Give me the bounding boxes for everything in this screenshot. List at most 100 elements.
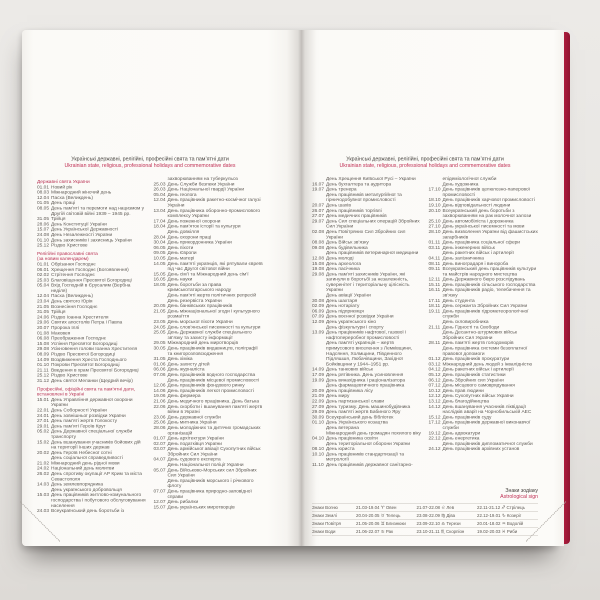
holiday-entry: 27.10 День української писемності та мови	[429, 224, 539, 229]
entry-date: 09.08	[312, 244, 325, 251]
entry-text: День молодіжних та дитячих громадських о…	[167, 424, 261, 436]
entry-text: День міжнаціональної згоди і культурного…	[167, 308, 260, 320]
left-page-content: Українські державні, релігійні, професій…	[37, 156, 263, 514]
holiday-entry: 18.11 День сержанта Збройних Сил України	[429, 303, 539, 309]
entry-text: День автомобіліста і дорожника	[442, 218, 514, 224]
holiday-entry: 17.10 День працівників целюлозно-паперово…	[429, 187, 539, 198]
entry-text: День зовнішньої розвідки України	[51, 412, 126, 419]
entry-text: День працівників статистики	[442, 371, 506, 378]
entry-text: День банківських працівників	[167, 303, 233, 309]
entry-date: 31.12	[37, 377, 50, 384]
entry-text: Преображення Господнє	[51, 335, 107, 342]
entry-text: День працівників водного господарства	[167, 371, 256, 378]
entry-date: 25.05	[153, 329, 166, 336]
entry-date: 19.07	[312, 186, 325, 193]
entry-text: День працівника оборонно-промислового ко…	[167, 207, 261, 219]
holiday-entry: 04.11 День залізничника	[429, 256, 539, 261]
entry-text: День ветерана	[326, 424, 359, 431]
holiday-entry: 09.05 День Європи	[154, 250, 264, 256]
entry-text: День Європи	[167, 250, 197, 256]
zodiac-section: Знаки зодіаку Astrological sign Знаки Во…	[312, 488, 538, 536]
entry-date: 01.12	[428, 356, 441, 362]
entry-text: День скловиробника	[442, 319, 489, 325]
entry-date: 17.10	[428, 186, 441, 193]
entry-text: День Незалежності України	[51, 231, 113, 238]
holiday-entry: 06.05 День піхоти	[154, 245, 264, 250]
entry-date: 15.08	[37, 340, 50, 347]
entry-date: 31.05	[37, 216, 50, 222]
holiday-entry: 12.11 День Державного бюро розслідувань	[429, 277, 539, 282]
holiday-column-1: Державні свята України 01.01 Новий рік 08.0…	[37, 177, 147, 514]
entry-text: Державні свята України	[37, 179, 90, 185]
entry-text: День спротиву окупації АР Крим та міста …	[51, 471, 142, 482]
holiday-entry: 28.10 День визволення України від фашистс…	[429, 229, 539, 240]
entry-text: День місцевого самоврядування	[442, 382, 515, 389]
entry-text: День журналіста	[167, 366, 205, 373]
entry-text: Міжнародний жіночий день	[51, 189, 112, 196]
holiday-entry: 12.04 Пасха (Великдень)	[37, 293, 147, 299]
entry-text: День працівників прокуратури	[442, 356, 510, 362]
entry-text: День охорони праці	[167, 234, 212, 240]
entry-text: День рятівника. День усиновлення	[326, 371, 404, 378]
holiday-entry: 10.12 День прав людини	[429, 388, 539, 393]
holiday-entry: День українського добровольця	[37, 487, 147, 492]
entry-date: 06.08	[37, 335, 50, 342]
entry-text: День Національної поліції України	[167, 462, 244, 468]
holiday-entry: 17.12 День працівників державної виконавч…	[429, 420, 539, 431]
holiday-entry: День фізкультури і спорту	[312, 324, 422, 330]
entry-date: 15.03	[37, 492, 50, 498]
entry-date: 01.01	[37, 261, 50, 267]
holiday-entry: 28.11 День пам’яті жертв голодоморів	[429, 340, 539, 346]
entry-text: День Збройних сил України	[442, 377, 504, 383]
entry-date: 21.05	[153, 308, 166, 314]
holiday-entry: 08.08 День Військ зв’язку	[312, 240, 422, 245]
entry-text: Успіння Пресвятої Богородиці	[51, 340, 118, 347]
entry-date: 20.05	[153, 303, 166, 309]
holiday-entry: 17.11 День студента	[429, 298, 539, 303]
holiday-entry: 01.07 День архітектури України	[154, 436, 264, 441]
entry-date: 01.06	[153, 361, 166, 367]
entry-text: День Управління державної охорони Україн…	[51, 396, 133, 408]
entry-date: 01.05	[37, 200, 50, 206]
holiday-entry: 10.10 День працівників стандартизації та …	[312, 452, 422, 463]
entry-text: День адвокатури	[442, 430, 481, 436]
holiday-entry: 01.12 День працівників прокуратури	[428, 356, 539, 362]
entry-text: День геолога	[167, 191, 197, 198]
zodiac-sign: 21.03-19.04 ♈ Овен	[356, 504, 397, 510]
entry-text: Воздвиження Хреста Господнього	[51, 356, 127, 363]
holiday-entry: 18.04 День пам’яток історії та культури	[154, 224, 264, 229]
entry-text: День Повітряних Сил Збройних сил України	[326, 228, 406, 240]
entry-date: 02.02	[37, 272, 50, 278]
holiday-entry: 23.04 День святого Юрія	[37, 299, 147, 304]
entry-date: 10.05	[153, 255, 166, 261]
holiday-entry: 14.03 День землевпорядника	[37, 482, 147, 487]
entry-text: День Державного бюро розслідувань	[442, 276, 526, 283]
holiday-entry: 06.09 День підприємця	[312, 309, 422, 314]
holiday-entry: 15.03 День працівників житлово-комунально…	[37, 492, 147, 509]
holiday-entry: 21.11 День Гідності та Свободи	[429, 324, 539, 330]
entry-text: День Героїв Небесної сотні	[51, 449, 112, 456]
holiday-entry: 22.12 День енергетика	[429, 436, 539, 441]
holiday-entry: 26.03 День Національної гвардії України	[154, 187, 264, 192]
entry-date: 01.08	[37, 330, 50, 336]
entry-text: День працівників морського і річкового ф…	[167, 477, 254, 489]
entry-text: День землевпорядника	[51, 481, 103, 488]
holiday-entry: 20.07 Пророка Іллі	[37, 325, 147, 331]
entry-text: Хрещення Господнє (Богоявлення)	[51, 266, 129, 273]
right-page-content: Українські державні, релігійні, професій…	[312, 156, 538, 468]
entry-date: 14.05	[153, 260, 166, 267]
entry-date: 14.03	[37, 481, 50, 488]
entry-date: 29.08	[37, 346, 50, 352]
entry-date: 29.05	[153, 340, 166, 346]
entry-text: День українського добровольця	[51, 486, 122, 493]
entry-text: День Служби безпеки України	[167, 181, 235, 187]
entry-text: День святої Меланки (Щедрий вечір)	[51, 377, 133, 384]
entry-date: 29.06	[37, 319, 50, 326]
holiday-entry: 11.10 День працівників державної санітарн…	[312, 462, 422, 468]
holiday-entry: 01.06 День захисту дітей	[153, 361, 264, 367]
entry-date: 19.10	[428, 202, 441, 208]
entry-date: 13.04	[153, 207, 166, 214]
zodiac-element-label: Знаки Землі	[312, 512, 337, 518]
entry-date: 24.05	[153, 324, 166, 330]
entry-date: 15.07	[37, 226, 50, 233]
